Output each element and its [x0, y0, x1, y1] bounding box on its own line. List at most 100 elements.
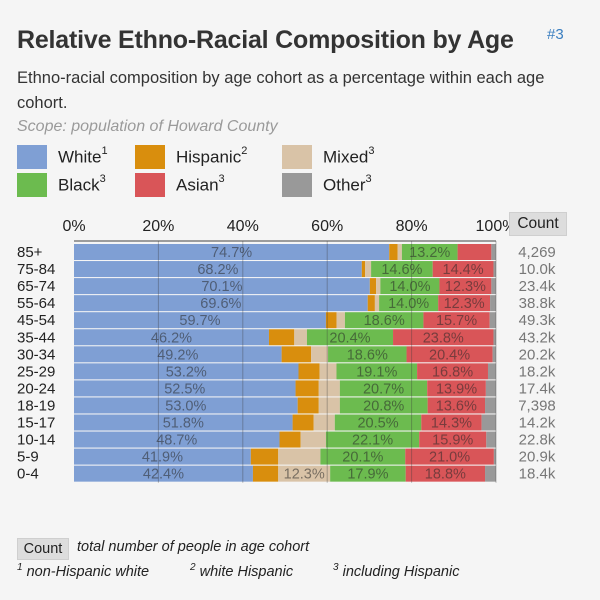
- bar-segment-mixed: [278, 448, 321, 465]
- bar-segment-hispanic: [298, 363, 320, 380]
- bar-segment-other: [485, 380, 496, 397]
- bar-segment-asian: [421, 414, 482, 431]
- legend-swatch: [17, 145, 47, 169]
- data-label: 49.2%: [157, 347, 198, 363]
- count-value: 18.4k: [519, 466, 556, 483]
- bar-segment-asian: [405, 465, 486, 482]
- count-value: 43.2k: [519, 329, 556, 346]
- bar-segment-mixed: [336, 312, 345, 329]
- bar-segment-white: [74, 346, 282, 363]
- bar-segment-white: [74, 397, 298, 414]
- bar-segment-mixed: [318, 380, 340, 397]
- bar-segment-asian: [393, 329, 494, 346]
- bar-segment-black: [401, 244, 458, 260]
- bar-segment-other: [490, 295, 496, 312]
- bar-segment-mixed: [313, 414, 335, 431]
- legend-item-hispanic: Hispanic2: [135, 144, 247, 170]
- data-label: 23.8%: [423, 330, 464, 346]
- data-label: 70.1%: [201, 279, 242, 295]
- category-label: 85+: [17, 244, 43, 261]
- legend-footnote-marker: 2: [241, 144, 248, 157]
- chart-number-link[interactable]: #3: [547, 26, 564, 43]
- data-label: 12.3%: [444, 296, 485, 312]
- data-label: 18.6%: [364, 313, 405, 329]
- bar-segment-other: [491, 278, 496, 295]
- data-label: 22.1%: [352, 433, 393, 449]
- category-label: 20-24: [17, 380, 55, 397]
- legend-footnote-marker: 1: [101, 144, 108, 157]
- footnote-3-marker: 3: [333, 562, 339, 573]
- data-label: 13.9%: [436, 381, 477, 397]
- x-tick-label: 20%: [142, 218, 174, 235]
- data-label: 14.3%: [431, 416, 472, 432]
- data-label: 41.9%: [142, 450, 183, 466]
- count-value: 22.8k: [519, 432, 556, 449]
- data-label: 14.0%: [389, 279, 430, 295]
- bar-segment-black: [344, 312, 424, 329]
- count-value: 7,398: [518, 397, 556, 414]
- data-label: 18.8%: [425, 467, 466, 483]
- bar-segment-black: [336, 363, 418, 380]
- bar-segment-white: [74, 244, 390, 260]
- data-label: 12.3%: [284, 467, 325, 483]
- bar-segment-mixed: [397, 244, 402, 260]
- category-label: 25-29: [17, 363, 55, 380]
- bar-segment-hispanic: [325, 312, 337, 329]
- data-label: 53.0%: [165, 398, 206, 414]
- footnote-1: 1 non-Hispanic white: [17, 562, 149, 580]
- bar-segment-hispanic: [369, 278, 377, 295]
- count-value: 18.2k: [519, 363, 556, 380]
- category-label: 65-74: [17, 278, 55, 295]
- count-value: 10.0k: [519, 261, 556, 278]
- count-value: 20.2k: [519, 346, 556, 363]
- bar-segment-other: [489, 312, 496, 329]
- bar-segment-asian: [405, 448, 494, 465]
- data-label: 20.4%: [429, 347, 470, 363]
- legend-item-black: Black3: [17, 172, 106, 198]
- count-description: total number of people in age cohort: [77, 539, 309, 555]
- bar-segment-other: [493, 448, 496, 465]
- count-key: Count: [17, 538, 69, 560]
- bar-segment-hispanic: [295, 380, 319, 397]
- bar-segment-mixed: [294, 329, 307, 346]
- bar-segment-black: [325, 431, 420, 448]
- count-value: 4,269: [518, 244, 556, 261]
- bar-segment-asian: [439, 278, 492, 295]
- bar-segment-white: [74, 465, 253, 482]
- count-value: 17.4k: [519, 380, 556, 397]
- bar-segment-white: [74, 431, 280, 448]
- legend-swatch: [17, 173, 47, 197]
- legend-footnote-marker: 3: [99, 172, 106, 185]
- bar-segment-white: [74, 380, 296, 397]
- bar-segment-mixed: [318, 397, 340, 414]
- bar-segment-white: [74, 261, 362, 278]
- bar-segment-mixed: [300, 431, 326, 448]
- footnote-3: 3 including Hispanic: [333, 562, 459, 580]
- data-label: 48.7%: [156, 433, 197, 449]
- bar-segment-black: [379, 295, 439, 312]
- data-label: 20.1%: [342, 450, 383, 466]
- bar-segment-other: [487, 363, 496, 380]
- bar-segment-hispanic: [297, 397, 319, 414]
- legend-footnote-marker: 3: [218, 172, 225, 185]
- legend-swatch: [282, 173, 312, 197]
- chart-title: Relative Ethno-Racial Composition by Age: [17, 26, 514, 54]
- data-label: 42.4%: [143, 467, 184, 483]
- bar-segment-white: [74, 414, 293, 431]
- bar-segment-other: [481, 414, 496, 431]
- bar-segment-asian: [438, 295, 491, 312]
- bar-segment-black: [371, 261, 433, 278]
- category-label: 18-19: [17, 397, 55, 414]
- legend-label: Other3: [323, 172, 372, 195]
- data-label: 14.0%: [388, 296, 429, 312]
- data-label: 17.9%: [347, 467, 388, 483]
- x-tick-label: 0%: [62, 218, 85, 235]
- bar-segment-black: [330, 465, 406, 482]
- bar-segment-hispanic: [292, 414, 314, 431]
- count-description-text: total number of people in age cohort: [77, 539, 310, 555]
- legend-swatch: [282, 145, 312, 169]
- legend-label: Mixed3: [323, 144, 375, 167]
- bar-segment-asian: [432, 261, 494, 278]
- bar-segment-white: [74, 295, 368, 312]
- legend-label: Asian3: [176, 172, 225, 195]
